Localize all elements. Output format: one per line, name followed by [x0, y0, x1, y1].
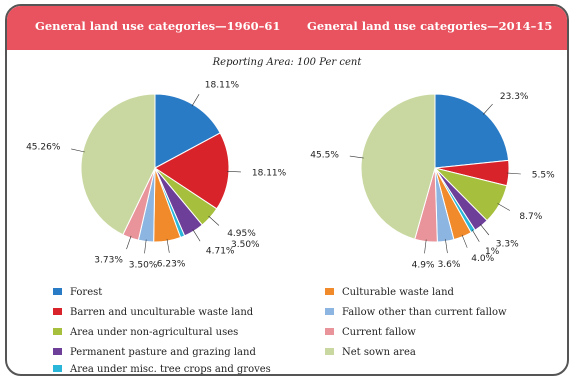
pie2-label-fallow_other: 3.6% — [438, 260, 461, 270]
legend-swatch — [53, 328, 62, 335]
pie1-label-barren: 18.11% — [252, 168, 287, 178]
pie1-leader-non_agri — [208, 215, 220, 226]
pie2-label-barren: 5.5% — [532, 171, 555, 181]
pie1-leader-net_sown — [71, 148, 85, 153]
pie2-leader-barren — [506, 172, 521, 175]
pie1-label-pasture: 4.71% — [206, 247, 235, 257]
pie1-label-fallow_other: 3.50% — [129, 260, 158, 270]
pie2-label-non_agri: 8.7% — [519, 212, 542, 222]
legend-swatch — [325, 348, 334, 355]
legend-item-pasture: Permanent pasture and grazing land — [53, 347, 256, 358]
legend-item-non-agri: Area under non-agricultural uses — [53, 327, 238, 338]
pie2-label-culturable_waste: 4.0% — [471, 254, 494, 264]
reporting-area-subtitle: Reporting Area: 100 Per cent — [212, 57, 362, 68]
pie2-slice-forest — [434, 93, 510, 169]
legend-label: Net sown area — [342, 347, 416, 358]
legend-item-fallow-other: Fallow other than current fallow — [325, 307, 507, 318]
pie1-label-current_fallow: 3.73% — [94, 256, 123, 266]
legend-swatch — [53, 348, 62, 355]
legend-label: Current fallow — [342, 327, 416, 338]
pie2-leader-forest — [482, 103, 493, 115]
legend-item-culturable-waste: Culturable waste land — [325, 287, 454, 298]
legend-label: Area under non-agricultural uses — [70, 327, 239, 338]
left-pie-title: General land use categories—1960–61 — [35, 19, 281, 33]
pie1-label-culturable_waste: 6.23% — [157, 260, 186, 270]
pie2-leader-tree_crops — [471, 229, 480, 242]
pie1-leader-fallow_other — [144, 239, 147, 254]
legend-label: Area under misc. tree crops and groves — [70, 364, 271, 375]
pie2-leader-current_fallow — [424, 239, 427, 254]
pie1-leader-barren — [226, 171, 241, 173]
pie2-label-net_sown: 45.5% — [310, 151, 339, 161]
pie1-leader-current_fallow — [126, 235, 132, 250]
pie2-leader-pasture — [479, 223, 490, 236]
legend-swatch — [53, 288, 62, 295]
pie1-label-forest: 18.11% — [205, 81, 240, 91]
legend-item-tree-crops: Area under misc. tree crops and groves — [53, 364, 271, 375]
legend-swatch — [53, 308, 62, 315]
pie2-leader-culturable_waste — [461, 234, 468, 248]
legend-label: Forest — [70, 287, 103, 298]
legend-swatch — [325, 288, 334, 295]
pie1-label-net_sown: 45.26% — [26, 142, 61, 152]
pie2-leader-net_sown — [349, 155, 364, 159]
pie2-label-current_fallow: 4.9% — [412, 260, 435, 270]
legend-label: Fallow other than current fallow — [342, 307, 507, 318]
legend-item-barren: Barren and unculturable waste land — [53, 307, 253, 318]
legend-item-net-sown: Net sown area — [325, 347, 416, 358]
pie-charts: 18.11%18.11%4.95%4.71%6.23%3.50%3.73%45.… — [26, 81, 555, 271]
chart-panel: General land use categories—1960–61 Gene… — [5, 4, 569, 376]
legend-swatch — [325, 328, 334, 335]
legend-label: Permanent pasture and grazing land — [70, 347, 256, 358]
pie2-leader-fallow_other — [445, 239, 448, 254]
legend-label: Barren and unculturable waste land — [70, 307, 254, 318]
pie1-leader-pasture — [192, 229, 201, 242]
pie2-label-pasture: 3.3% — [496, 240, 519, 250]
legend-item-current-fallow: Current fallow — [325, 327, 416, 338]
right-pie-title: General land use categories—2014–15 — [307, 19, 553, 33]
pie1-leader-forest — [191, 94, 200, 107]
legend-swatch — [53, 365, 62, 372]
pie1-label-non_agri: 4.95% — [227, 229, 256, 239]
legend-item-forest: Forest — [53, 287, 102, 298]
pie1-extra-label: 3.50% — [231, 240, 260, 250]
legend-label: Culturable waste land — [342, 287, 454, 298]
pie2-label-forest: 23.3% — [500, 92, 529, 102]
header-bar: General land use categories—1960–61 Gene… — [7, 6, 567, 50]
pie2-label-tree_crops: 1% — [485, 247, 500, 257]
legend-swatch — [325, 308, 334, 315]
pie1-leader-culturable_waste — [166, 238, 170, 253]
pie2-leader-non_agri — [497, 203, 510, 211]
